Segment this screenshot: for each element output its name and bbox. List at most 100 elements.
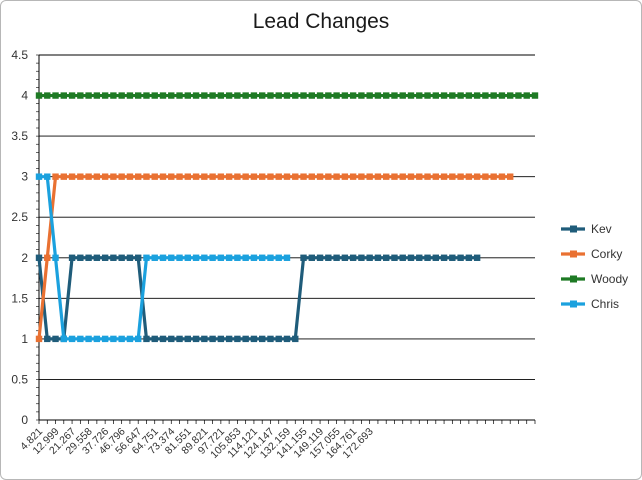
data-point-kev: [366, 254, 373, 261]
data-point-woody: [407, 92, 415, 99]
data-point-chris: [68, 335, 76, 343]
data-point-kev: [465, 254, 473, 261]
data-point-kev: [118, 254, 125, 261]
y-tick-label: 2.5: [11, 210, 28, 224]
data-point-corky: [126, 173, 134, 180]
data-point-woody: [515, 92, 522, 99]
data-point-woody: [250, 92, 258, 99]
data-point-chris: [101, 335, 109, 343]
data-point-corky: [44, 254, 51, 261]
data-point-corky: [449, 173, 456, 180]
data-point-chris: [77, 335, 84, 343]
data-point-kev: [358, 254, 365, 261]
data-point-kev: [300, 254, 307, 261]
legend-label-chris: Chris: [591, 297, 619, 311]
data-point-kev: [209, 335, 216, 343]
data-point-chris: [209, 254, 216, 261]
data-point-corky: [168, 173, 175, 180]
data-point-corky: [283, 173, 291, 180]
data-point-chris: [275, 254, 282, 261]
data-point-chris: [250, 254, 258, 261]
data-point-corky: [374, 173, 382, 180]
data-point-chris: [85, 335, 92, 343]
data-point-kev: [292, 335, 299, 343]
data-point-corky: [118, 173, 125, 180]
legend-label-kev: Kev: [591, 222, 612, 236]
data-point-kev: [135, 254, 142, 261]
y-tick-label: 4: [21, 89, 28, 103]
data-point-kev: [283, 335, 291, 343]
data-point-corky: [424, 173, 431, 180]
data-point-woody: [440, 92, 448, 99]
data-point-woody: [242, 92, 249, 99]
data-point-woody: [316, 92, 324, 99]
y-tick-label: 1.5: [11, 291, 28, 305]
data-point-woody: [507, 92, 514, 99]
y-tick-label: 0: [21, 413, 28, 427]
data-point-chris: [201, 254, 208, 261]
data-point-corky: [143, 173, 150, 180]
data-point-kev: [449, 254, 456, 261]
data-point-kev: [168, 335, 175, 343]
data-point-kev: [316, 254, 324, 261]
data-point-chris: [176, 254, 183, 261]
data-point-corky: [457, 173, 464, 180]
data-point-chris: [184, 254, 191, 261]
data-point-woody: [93, 92, 101, 99]
data-point-kev: [201, 335, 208, 343]
data-point-woody: [391, 92, 398, 99]
data-point-kev: [52, 335, 59, 343]
data-point-kev: [68, 254, 76, 261]
data-point-corky: [201, 173, 208, 180]
data-point-woody: [358, 92, 365, 99]
data-point-kev: [234, 335, 241, 343]
data-point-corky: [482, 173, 489, 180]
data-point-kev: [308, 254, 315, 261]
data-point-corky: [242, 173, 249, 180]
data-point-woody: [259, 92, 266, 99]
data-point-kev: [184, 335, 191, 343]
data-point-kev: [126, 254, 134, 261]
data-point-kev: [242, 335, 249, 343]
data-point-kev: [143, 335, 150, 343]
data-point-corky: [85, 173, 92, 180]
data-point-woody: [101, 92, 109, 99]
data-point-woody: [283, 92, 291, 99]
data-point-chris: [93, 335, 101, 343]
data-point-corky: [60, 173, 67, 180]
data-point-kev: [101, 254, 109, 261]
data-point-corky: [366, 173, 373, 180]
data-point-woody: [374, 92, 382, 99]
data-point-chris: [283, 254, 291, 261]
data-point-woody: [325, 92, 332, 99]
data-point-corky: [68, 173, 76, 180]
data-point-woody: [135, 92, 142, 99]
data-point-kev: [93, 254, 101, 261]
data-point-chris: [225, 254, 233, 261]
data-point-corky: [135, 173, 142, 180]
data-point-woody: [341, 92, 349, 99]
data-point-chris: [151, 254, 158, 261]
data-point-kev: [473, 254, 481, 261]
data-point-corky: [432, 173, 439, 180]
data-point-woody: [498, 92, 506, 99]
data-point-corky: [184, 173, 191, 180]
data-point-woody: [473, 92, 481, 99]
data-point-woody: [184, 92, 191, 99]
data-point-corky: [358, 173, 365, 180]
data-point-woody: [118, 92, 125, 99]
data-point-kev: [407, 254, 415, 261]
data-point-corky: [52, 173, 59, 180]
y-tick-label: 2: [21, 251, 28, 265]
data-point-chris: [60, 335, 67, 343]
data-point-corky: [209, 173, 216, 180]
y-tick-label: 3.5: [11, 129, 28, 143]
data-point-woody: [366, 92, 373, 99]
data-point-corky: [349, 173, 357, 180]
legend-marker-corky: [570, 250, 577, 258]
data-point-woody: [151, 92, 158, 99]
data-point-corky: [93, 173, 101, 180]
data-point-woody: [234, 92, 241, 99]
data-point-woody: [349, 92, 357, 99]
data-point-woody: [159, 92, 167, 99]
